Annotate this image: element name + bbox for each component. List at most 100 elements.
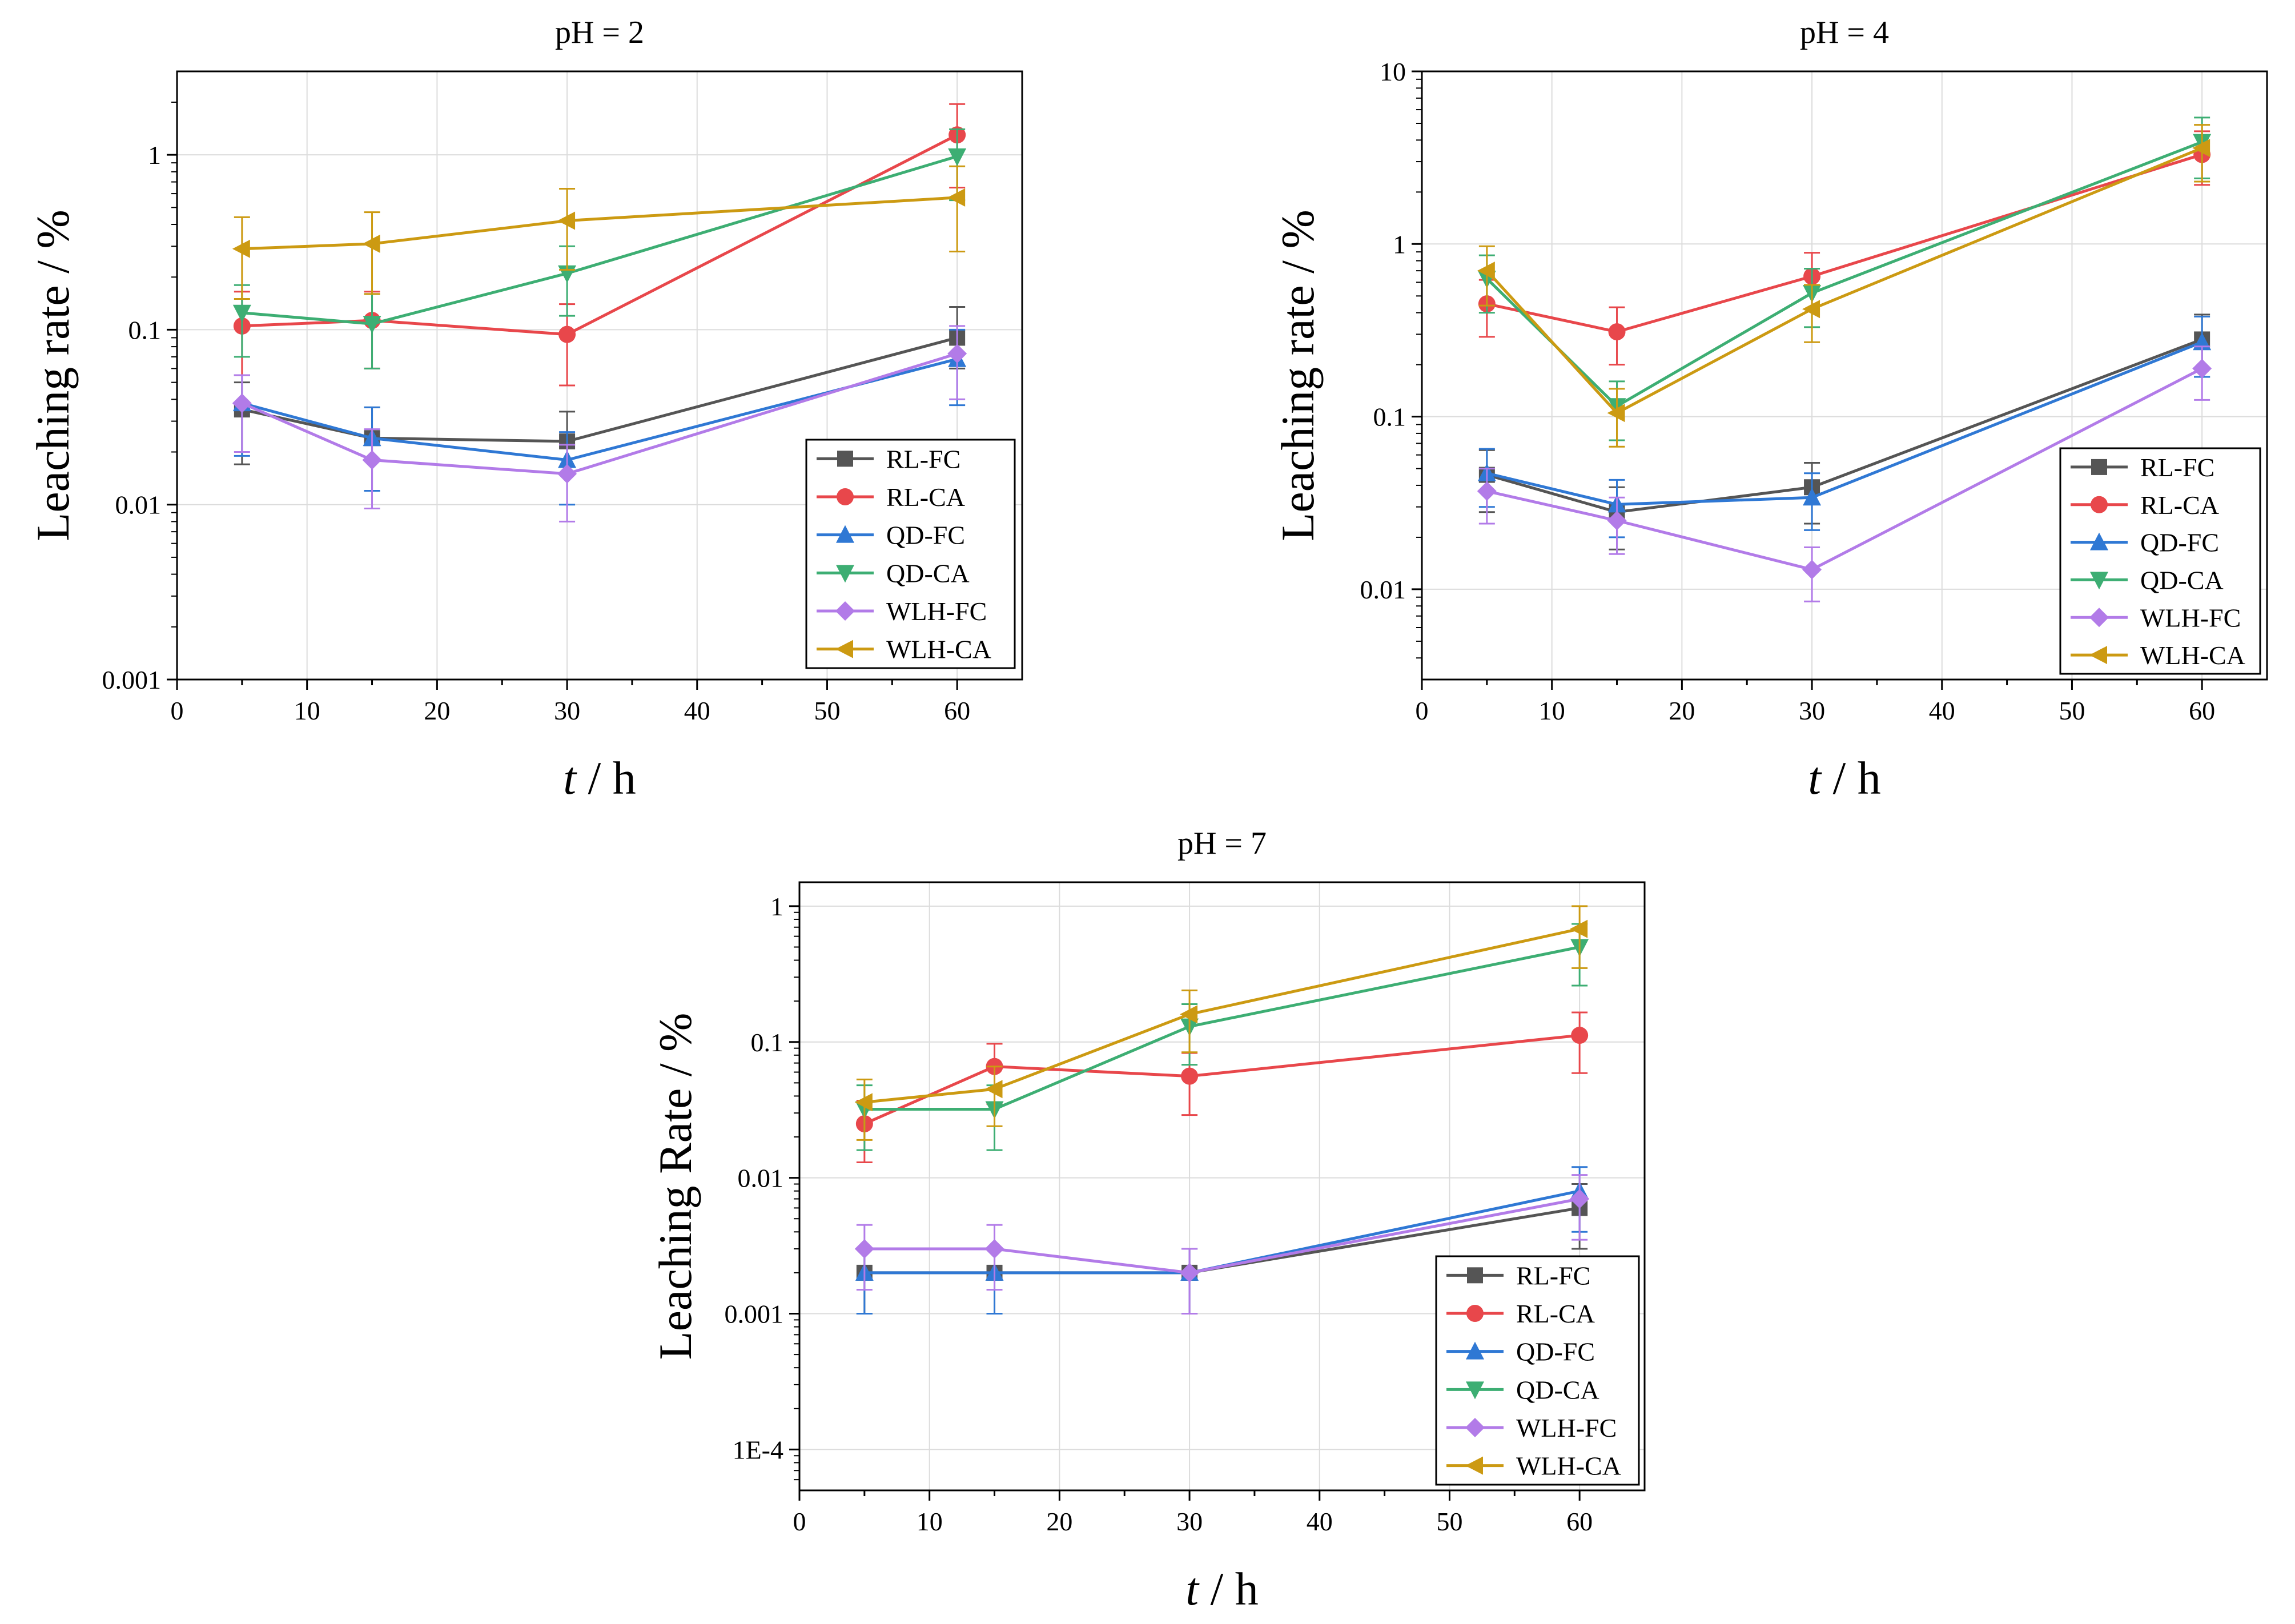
x-tick-label: 20 <box>1046 1507 1072 1536</box>
series-line-wlh-ca <box>242 196 958 251</box>
legend-label-qd-fc: QD-FC <box>1516 1337 1595 1366</box>
legend-label-rl-ca: RL-CA <box>1516 1299 1595 1328</box>
data-point-wlh-ca <box>1477 262 1495 280</box>
legend-marker-wlh-ca <box>1465 1456 1483 1475</box>
legend-label-rl-ca: RL-CA <box>886 483 965 512</box>
legend: RL-FC RL-CA QD-FC QD-CA WLH-FC WLH-CA <box>2059 447 2261 675</box>
legend-marker-qd-ca <box>2090 572 2108 590</box>
data-point-rl-ca <box>1608 323 1626 341</box>
series-line-wlh-ca <box>1486 146 2203 415</box>
data-point-wlh-fc <box>557 464 577 484</box>
legend-label-wlh-ca: WLH-CA <box>1516 1452 1621 1481</box>
data-point-wlh-fc <box>947 344 967 364</box>
legend-marker-qd-fc <box>836 525 854 543</box>
legend-label-qd-ca: QD-CA <box>1516 1375 1599 1404</box>
legend-marker-qd-ca <box>1466 1381 1484 1400</box>
legend-marker-wlh-ca <box>835 640 853 658</box>
series-line-qd-ca <box>864 946 1580 1111</box>
data-point-wlh-fc <box>1607 510 1627 530</box>
legend-label-qd-fc: QD-FC <box>886 521 965 550</box>
y-tick-label: 1 <box>148 140 161 170</box>
x-tick-label: 20 <box>424 696 450 725</box>
legend-label-wlh-fc: WLH-FC <box>1516 1413 1617 1442</box>
x-tick-label: 0 <box>171 696 184 725</box>
chart-ph4: 0 10 20 30 40 50 60 0.01 0.1 1 10 pH = 4 Leaching ra… <box>1272 15 2268 804</box>
x-tick-label: 30 <box>1176 1507 1203 1536</box>
x-tick-label: 50 <box>1436 1507 1462 1536</box>
data-point-wlh-fc <box>2192 359 2212 379</box>
series-line-qd-fc <box>1486 340 2203 506</box>
legend-marker-qd-fc <box>2090 532 2108 550</box>
data-point-rl-ca <box>1571 1027 1589 1044</box>
legend-box <box>1435 1255 1640 1486</box>
x-tick-label: 10 <box>917 1507 943 1536</box>
legend-marker-wlh-fc <box>2089 608 2109 628</box>
y-tick-label: 0.01 <box>115 491 162 520</box>
legend-marker-wlh-fc <box>835 601 855 621</box>
data-point-wlh-ca <box>2192 139 2210 158</box>
x-tick-label: 40 <box>1307 1507 1333 1536</box>
x-axis-label: t / h <box>563 752 636 804</box>
series-line-qd-ca <box>242 155 958 325</box>
x-axis-variable: t <box>563 752 577 804</box>
y-axis-label: Leaching Rate / % <box>649 1013 701 1360</box>
legend-marker-rl-ca <box>2091 496 2108 513</box>
x-tick-label: 30 <box>1799 696 1825 725</box>
data-point-wlh-ca <box>557 211 576 230</box>
legend-label-wlh-fc: WLH-FC <box>2140 603 2241 632</box>
data-point-wlh-ca <box>854 1093 873 1112</box>
data-point-wlh-ca <box>1570 919 1588 938</box>
legend-label-qd-ca: QD-CA <box>2140 565 2224 594</box>
legend-label-qd-fc: QD-FC <box>2140 528 2219 557</box>
data-point-wlh-ca <box>947 188 966 207</box>
y-tick-label: 10 <box>1380 57 1406 86</box>
series-line-wlh-fc <box>241 352 958 476</box>
x-tick-label: 50 <box>814 696 840 725</box>
data-point-wlh-ca <box>1607 404 1625 423</box>
legend-marker-rl-ca <box>837 488 854 505</box>
legend-marker-wlh-fc <box>1465 1418 1485 1437</box>
y-tick-label: 0.1 <box>128 315 162 344</box>
series-line-rl-ca <box>1486 153 2202 333</box>
x-axis-unit: / h <box>1199 1563 1259 1615</box>
x-tick-label: 10 <box>1539 696 1565 725</box>
data-point-wlh-fc <box>232 393 252 413</box>
data-point-wlh-fc <box>984 1239 1004 1259</box>
data-point-wlh-fc <box>1180 1263 1200 1283</box>
y-tick-label: 0.1 <box>1373 403 1406 432</box>
data-point-wlh-ca <box>984 1080 1003 1099</box>
x-tick-label: 60 <box>2189 696 2215 725</box>
data-point-wlh-fc <box>362 450 382 470</box>
y-tick-label: 0.001 <box>102 665 162 694</box>
legend-marker-qd-ca <box>836 565 854 583</box>
data-point-wlh-fc <box>1570 1189 1590 1209</box>
y-tick-label: 0.01 <box>1360 575 1406 604</box>
x-axis-variable: t <box>1185 1563 1200 1615</box>
data-point-wlh-ca <box>1180 1005 1198 1024</box>
data-point-wlh-ca <box>1802 300 1820 319</box>
y-axis-label: Leaching rate / % <box>1272 210 1324 541</box>
y-tick-label: 0.1 <box>751 1028 784 1057</box>
legend-label-qd-ca: QD-CA <box>886 558 970 588</box>
plot-frame <box>176 70 1023 681</box>
x-tick-label: 50 <box>2059 696 2085 725</box>
plot-frame <box>798 881 1646 1492</box>
y-tick-label: 0.001 <box>725 1300 784 1329</box>
data-point-rl-ca <box>558 325 576 343</box>
legend-box <box>805 439 1016 669</box>
x-axis-variable: t <box>1808 752 1822 804</box>
data-point-qd-ca <box>363 316 381 334</box>
data-point-wlh-ca <box>362 234 380 253</box>
legend-marker-rl-fc <box>1467 1267 1483 1284</box>
y-tick-label: 0.01 <box>738 1164 784 1193</box>
x-tick-label: 0 <box>793 1507 806 1536</box>
data-point-wlh-ca <box>232 239 250 258</box>
x-tick-label: 60 <box>944 696 970 725</box>
x-tick-label: 10 <box>294 696 320 725</box>
series-line-wlh-fc <box>864 1197 1580 1275</box>
plot-frame <box>1421 70 2268 681</box>
chart-title: pH = 2 <box>555 15 644 50</box>
x-axis-label: t / h <box>1185 1563 1259 1615</box>
data-point-qd-fc <box>1803 488 1822 506</box>
